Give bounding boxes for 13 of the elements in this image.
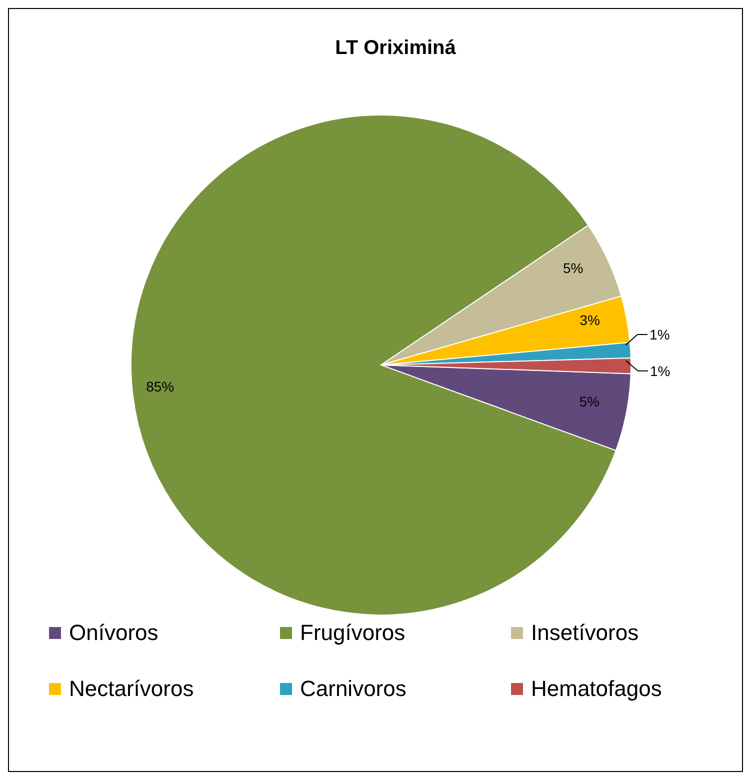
data-label: 5% xyxy=(563,260,584,276)
data-label: 85% xyxy=(146,378,174,395)
legend-label: Hematofagos xyxy=(531,676,662,702)
legend-label: Carnivoros xyxy=(300,676,406,702)
data-label: 3% xyxy=(580,312,600,328)
data-label: 1% xyxy=(650,326,670,342)
legend-label: Insetívoros xyxy=(531,620,639,646)
legend-label: Nectarívoros xyxy=(69,676,194,702)
data-label: 1% xyxy=(650,362,670,379)
legend-label: Onívoros xyxy=(69,620,158,646)
data-label: 5% xyxy=(579,394,600,410)
legend-label: Frugívoros xyxy=(300,620,406,646)
chart-title: LT Oriximiná xyxy=(334,37,457,60)
